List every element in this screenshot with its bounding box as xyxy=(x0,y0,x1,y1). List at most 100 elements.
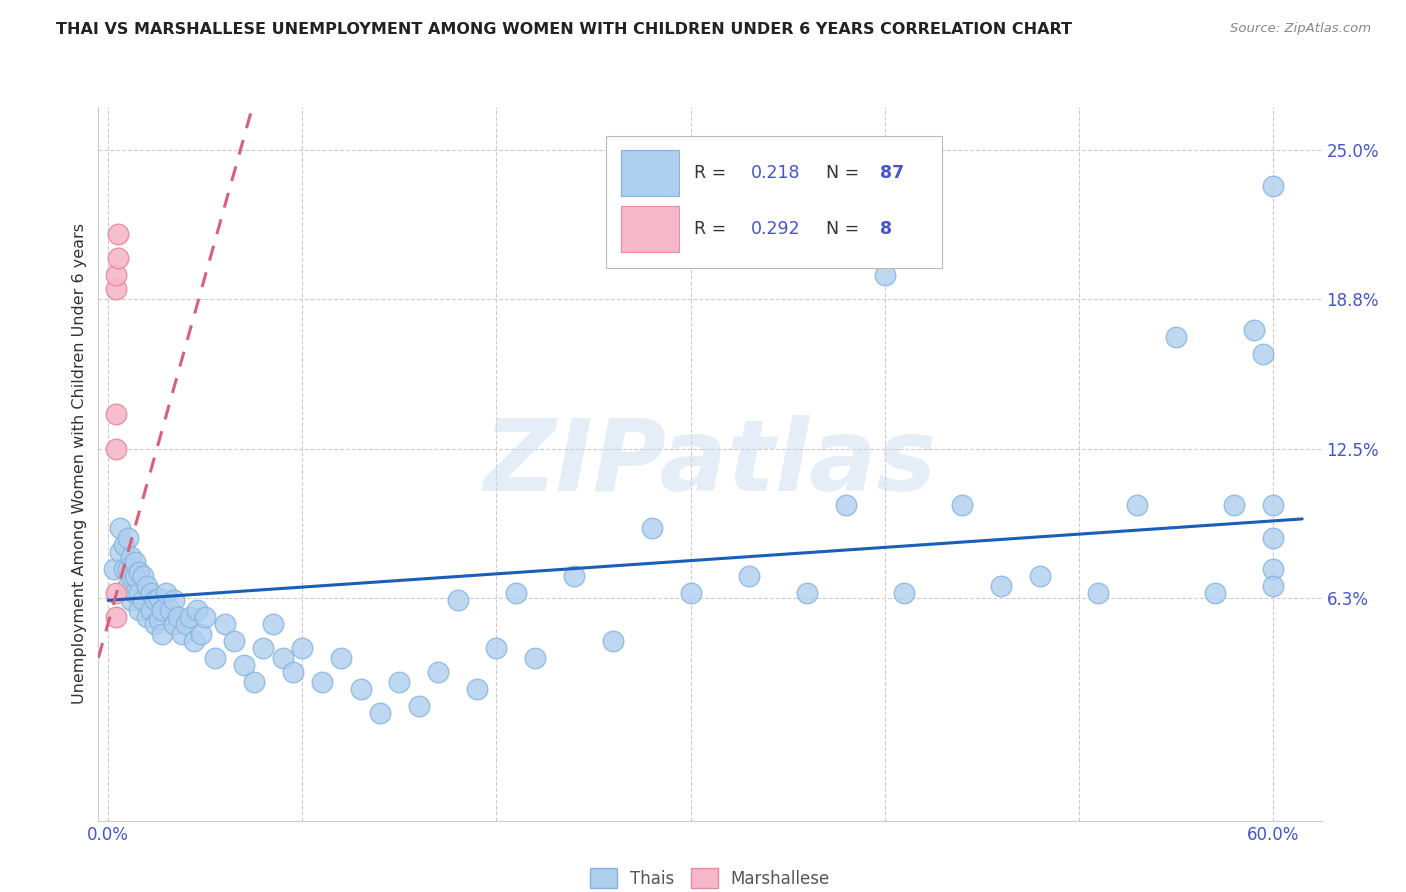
Point xyxy=(183,634,205,648)
Point xyxy=(186,603,208,617)
Text: 0.218: 0.218 xyxy=(751,164,800,182)
Point xyxy=(738,569,761,583)
Y-axis label: Unemployment Among Women with Children Under 6 years: Unemployment Among Women with Children U… xyxy=(72,223,87,705)
Point xyxy=(252,641,274,656)
Point xyxy=(136,579,159,593)
Text: Source: ZipAtlas.com: Source: ZipAtlas.com xyxy=(1230,22,1371,36)
Text: ZIPatlas: ZIPatlas xyxy=(484,416,936,512)
Point xyxy=(152,627,174,641)
Point xyxy=(143,617,166,632)
Point xyxy=(873,268,896,282)
Point xyxy=(1223,498,1246,512)
Point xyxy=(242,674,264,689)
Point xyxy=(291,641,314,656)
Point xyxy=(835,498,858,512)
Point xyxy=(388,674,411,689)
Text: N =: N = xyxy=(827,220,865,238)
Point xyxy=(1029,569,1052,583)
Point xyxy=(330,650,353,665)
Point xyxy=(117,579,139,593)
Point xyxy=(1253,347,1275,361)
Point xyxy=(124,586,146,600)
Point xyxy=(132,569,155,583)
Legend: Thais, Marshallese: Thais, Marshallese xyxy=(583,862,837,892)
Point xyxy=(233,658,256,673)
Text: R =: R = xyxy=(695,220,733,238)
Point xyxy=(602,634,624,648)
Point xyxy=(103,562,125,576)
Point xyxy=(107,251,129,265)
Point xyxy=(104,407,127,421)
Text: 87: 87 xyxy=(880,164,904,182)
Point xyxy=(311,674,333,689)
Point xyxy=(271,650,294,665)
Point xyxy=(128,603,150,617)
Point xyxy=(194,610,217,624)
Point xyxy=(893,586,915,600)
Point xyxy=(132,593,155,607)
Point xyxy=(368,706,391,720)
Point xyxy=(143,593,166,607)
Point xyxy=(427,665,450,680)
Point xyxy=(120,569,142,583)
Point xyxy=(117,562,139,576)
Point xyxy=(224,634,246,648)
Text: THAI VS MARSHALLESE UNEMPLOYMENT AMONG WOMEN WITH CHILDREN UNDER 6 YEARS CORRELA: THAI VS MARSHALLESE UNEMPLOYMENT AMONG W… xyxy=(56,22,1073,37)
Text: 0.292: 0.292 xyxy=(751,220,800,238)
Point xyxy=(679,586,702,600)
Point xyxy=(152,603,174,617)
Point xyxy=(112,538,135,552)
Text: R =: R = xyxy=(695,164,733,182)
Point xyxy=(1204,586,1226,600)
Point xyxy=(562,569,585,583)
Point xyxy=(214,617,236,632)
Point xyxy=(1243,323,1265,337)
Point xyxy=(262,617,284,632)
Point xyxy=(136,610,159,624)
Point xyxy=(408,698,430,713)
Point xyxy=(641,521,664,535)
Point xyxy=(159,603,181,617)
Point xyxy=(190,627,212,641)
Point xyxy=(104,442,127,457)
Point xyxy=(1261,579,1284,593)
Point xyxy=(148,591,170,605)
Point xyxy=(139,603,162,617)
Point xyxy=(155,586,177,600)
Point xyxy=(112,562,135,576)
Point xyxy=(446,593,468,607)
Point xyxy=(120,593,142,607)
FancyBboxPatch shape xyxy=(620,150,679,196)
Point xyxy=(1261,179,1284,194)
Point xyxy=(505,586,527,600)
Point xyxy=(485,641,508,656)
Point xyxy=(108,521,131,535)
Point xyxy=(1261,531,1284,545)
Point xyxy=(163,617,186,632)
Point xyxy=(524,650,547,665)
Point xyxy=(170,627,193,641)
Point xyxy=(1261,498,1284,512)
Point xyxy=(128,586,150,600)
Point xyxy=(124,555,146,569)
Text: N =: N = xyxy=(827,164,865,182)
Point xyxy=(148,612,170,626)
Point xyxy=(104,268,127,282)
Point xyxy=(139,586,162,600)
Point xyxy=(1126,498,1149,512)
Point xyxy=(124,569,146,583)
Point xyxy=(1087,586,1109,600)
Point xyxy=(174,617,197,632)
Point xyxy=(990,579,1012,593)
Point xyxy=(108,545,131,559)
Point xyxy=(104,610,127,624)
Point xyxy=(281,665,304,680)
Point xyxy=(163,593,186,607)
Point xyxy=(1164,330,1187,344)
FancyBboxPatch shape xyxy=(606,136,942,268)
Point xyxy=(117,531,139,545)
Point xyxy=(796,586,818,600)
Point xyxy=(128,565,150,579)
Point xyxy=(120,550,142,565)
Point xyxy=(167,610,190,624)
